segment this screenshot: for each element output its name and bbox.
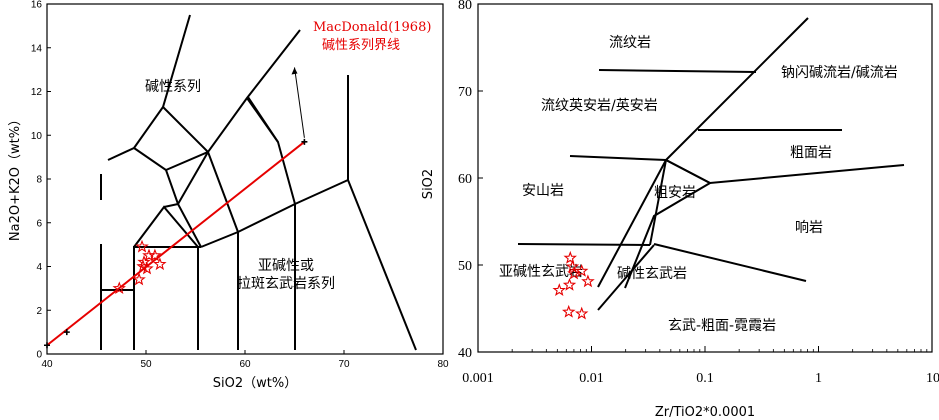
tas-sample-point — [153, 257, 167, 271]
tas-y-tick-label: 8 — [36, 175, 42, 186]
win-sample-point — [575, 264, 589, 277]
tas-data-marks — [44, 67, 308, 349]
line-cross-marker — [63, 329, 70, 336]
win-data-marks — [552, 250, 595, 320]
win-label-alkali-basalt: 碱性玄武岩 — [617, 265, 687, 282]
win-sample-point — [552, 283, 567, 296]
win-label-trachyandesite: 粗安岩 — [654, 185, 696, 201]
tas-label-alkaline-series: 碱性系列 — [145, 79, 201, 95]
tas-x-tick-label: 40 — [41, 359, 53, 370]
tas-x-axis-label: SiO2（wt%） — [213, 376, 297, 391]
macdonald-annotation-line2: 碱性系列界线 — [322, 38, 400, 53]
win-y-tick-label: 70 — [458, 85, 472, 100]
tas-y-axis-label: Na2O+K2O（wt%） — [8, 113, 23, 241]
win-y-tick-label: 80 — [458, 0, 472, 13]
macdonald-boundary-line — [46, 141, 306, 347]
line-cross-marker — [301, 138, 308, 145]
tas-sample-point — [112, 281, 126, 295]
win-label-rhyolite: 流纹岩 — [609, 35, 651, 51]
win-label-andesite: 安山岩 — [522, 183, 564, 199]
tas-sample-point — [140, 261, 154, 275]
win-label-trachyte: 粗面岩 — [790, 145, 832, 161]
tas-y-tick-label: 12 — [31, 87, 43, 98]
tas-label-subalkaline: 亚碱性或 — [258, 258, 314, 274]
win-label-comendite: 钠闪碱流岩/碱流岩 — [781, 65, 898, 81]
tas-y-tick-label: 0 — [36, 350, 42, 361]
macdonald-annotation-line1: MacDonald(1968) — [313, 20, 431, 35]
annotation-arrow-head — [291, 67, 298, 75]
tas-plot-frame — [46, 3, 444, 355]
win-field-boundaries — [517, 17, 905, 311]
win-sample-point — [562, 304, 576, 318]
tas-sample-point — [148, 248, 162, 262]
tas-x-tick-label: 50 — [140, 359, 152, 370]
win-sample-point — [581, 274, 595, 288]
win-x-ticks: 0.001 0.01 0.1 1 10 — [462, 346, 939, 386]
win-plot-frame — [477, 3, 933, 353]
tas-sample-point — [136, 259, 150, 273]
tas-x-ticks: 40 50 60 70 80 — [41, 350, 449, 370]
tas-y-tick-label: 2 — [36, 306, 42, 317]
tas-y-tick-label: 14 — [31, 43, 43, 54]
tas-x-tick-label: 70 — [338, 359, 350, 370]
tas-label-tholeiite-series: 拉斑玄武岩系列 — [237, 275, 335, 292]
win-x-tick-label: 0.001 — [462, 371, 494, 386]
annotation-arrow-line — [294, 67, 305, 138]
tas-x-tick-label: 60 — [239, 359, 251, 370]
tas-chart: 0 2 4 6 8 10 12 14 16 40 50 60 70 80 碱性系列 亚碱性或 拉斑玄武岩… — [8, 0, 449, 391]
tas-y-tick-label: 10 — [31, 131, 43, 142]
win-label-basanite: 玄武-粗面-霓霞岩 — [668, 317, 776, 334]
tas-y-tick-label: 16 — [31, 0, 43, 11]
win-label-phonolite: 响岩 — [795, 220, 823, 236]
win-label-rhyodacite: 流纹英安岩/英安岩 — [541, 97, 658, 114]
win-sample-point — [565, 259, 580, 273]
win-y-ticks: 40 50 60 70 80 — [458, 0, 483, 361]
win-y-tick-label: 50 — [458, 259, 472, 274]
tas-y-ticks: 0 2 4 6 8 10 12 14 16 — [31, 0, 51, 361]
tas-x-tick-label: 80 — [437, 359, 449, 370]
win-y-tick-label: 40 — [458, 346, 472, 361]
tas-y-tick-label: 6 — [36, 218, 42, 229]
win-sample-point — [567, 266, 581, 280]
win-x-tick-label: 10 — [926, 371, 939, 386]
tas-sample-point — [132, 272, 146, 286]
win-x-tick-label: 0.01 — [579, 371, 604, 386]
win-sample-point — [574, 306, 589, 320]
win-x-tick-label: 0.1 — [696, 371, 714, 386]
win-sample-point — [563, 250, 577, 264]
win-y-tick-label: 60 — [458, 172, 472, 187]
winchester-chart: 40 50 60 70 80 0.001 0.01 0.1 1 10 流纹岩 钠闪碱流岩/碱流岩… — [421, 0, 939, 420]
win-label-subalkaline-basalt: 亚碱性玄武岩 — [499, 263, 583, 280]
tas-sample-point — [135, 239, 149, 253]
win-sample-point — [562, 277, 577, 291]
tas-field-boundaries — [100, 14, 417, 351]
win-x-axis-label: Zr/TiO2*0.0001 — [655, 405, 755, 420]
tas-y-tick-label: 4 — [36, 262, 42, 273]
line-cross-marker — [44, 342, 50, 349]
win-y-axis-label: SiO2 — [421, 169, 436, 199]
win-x-tick-label: 1 — [815, 371, 822, 386]
